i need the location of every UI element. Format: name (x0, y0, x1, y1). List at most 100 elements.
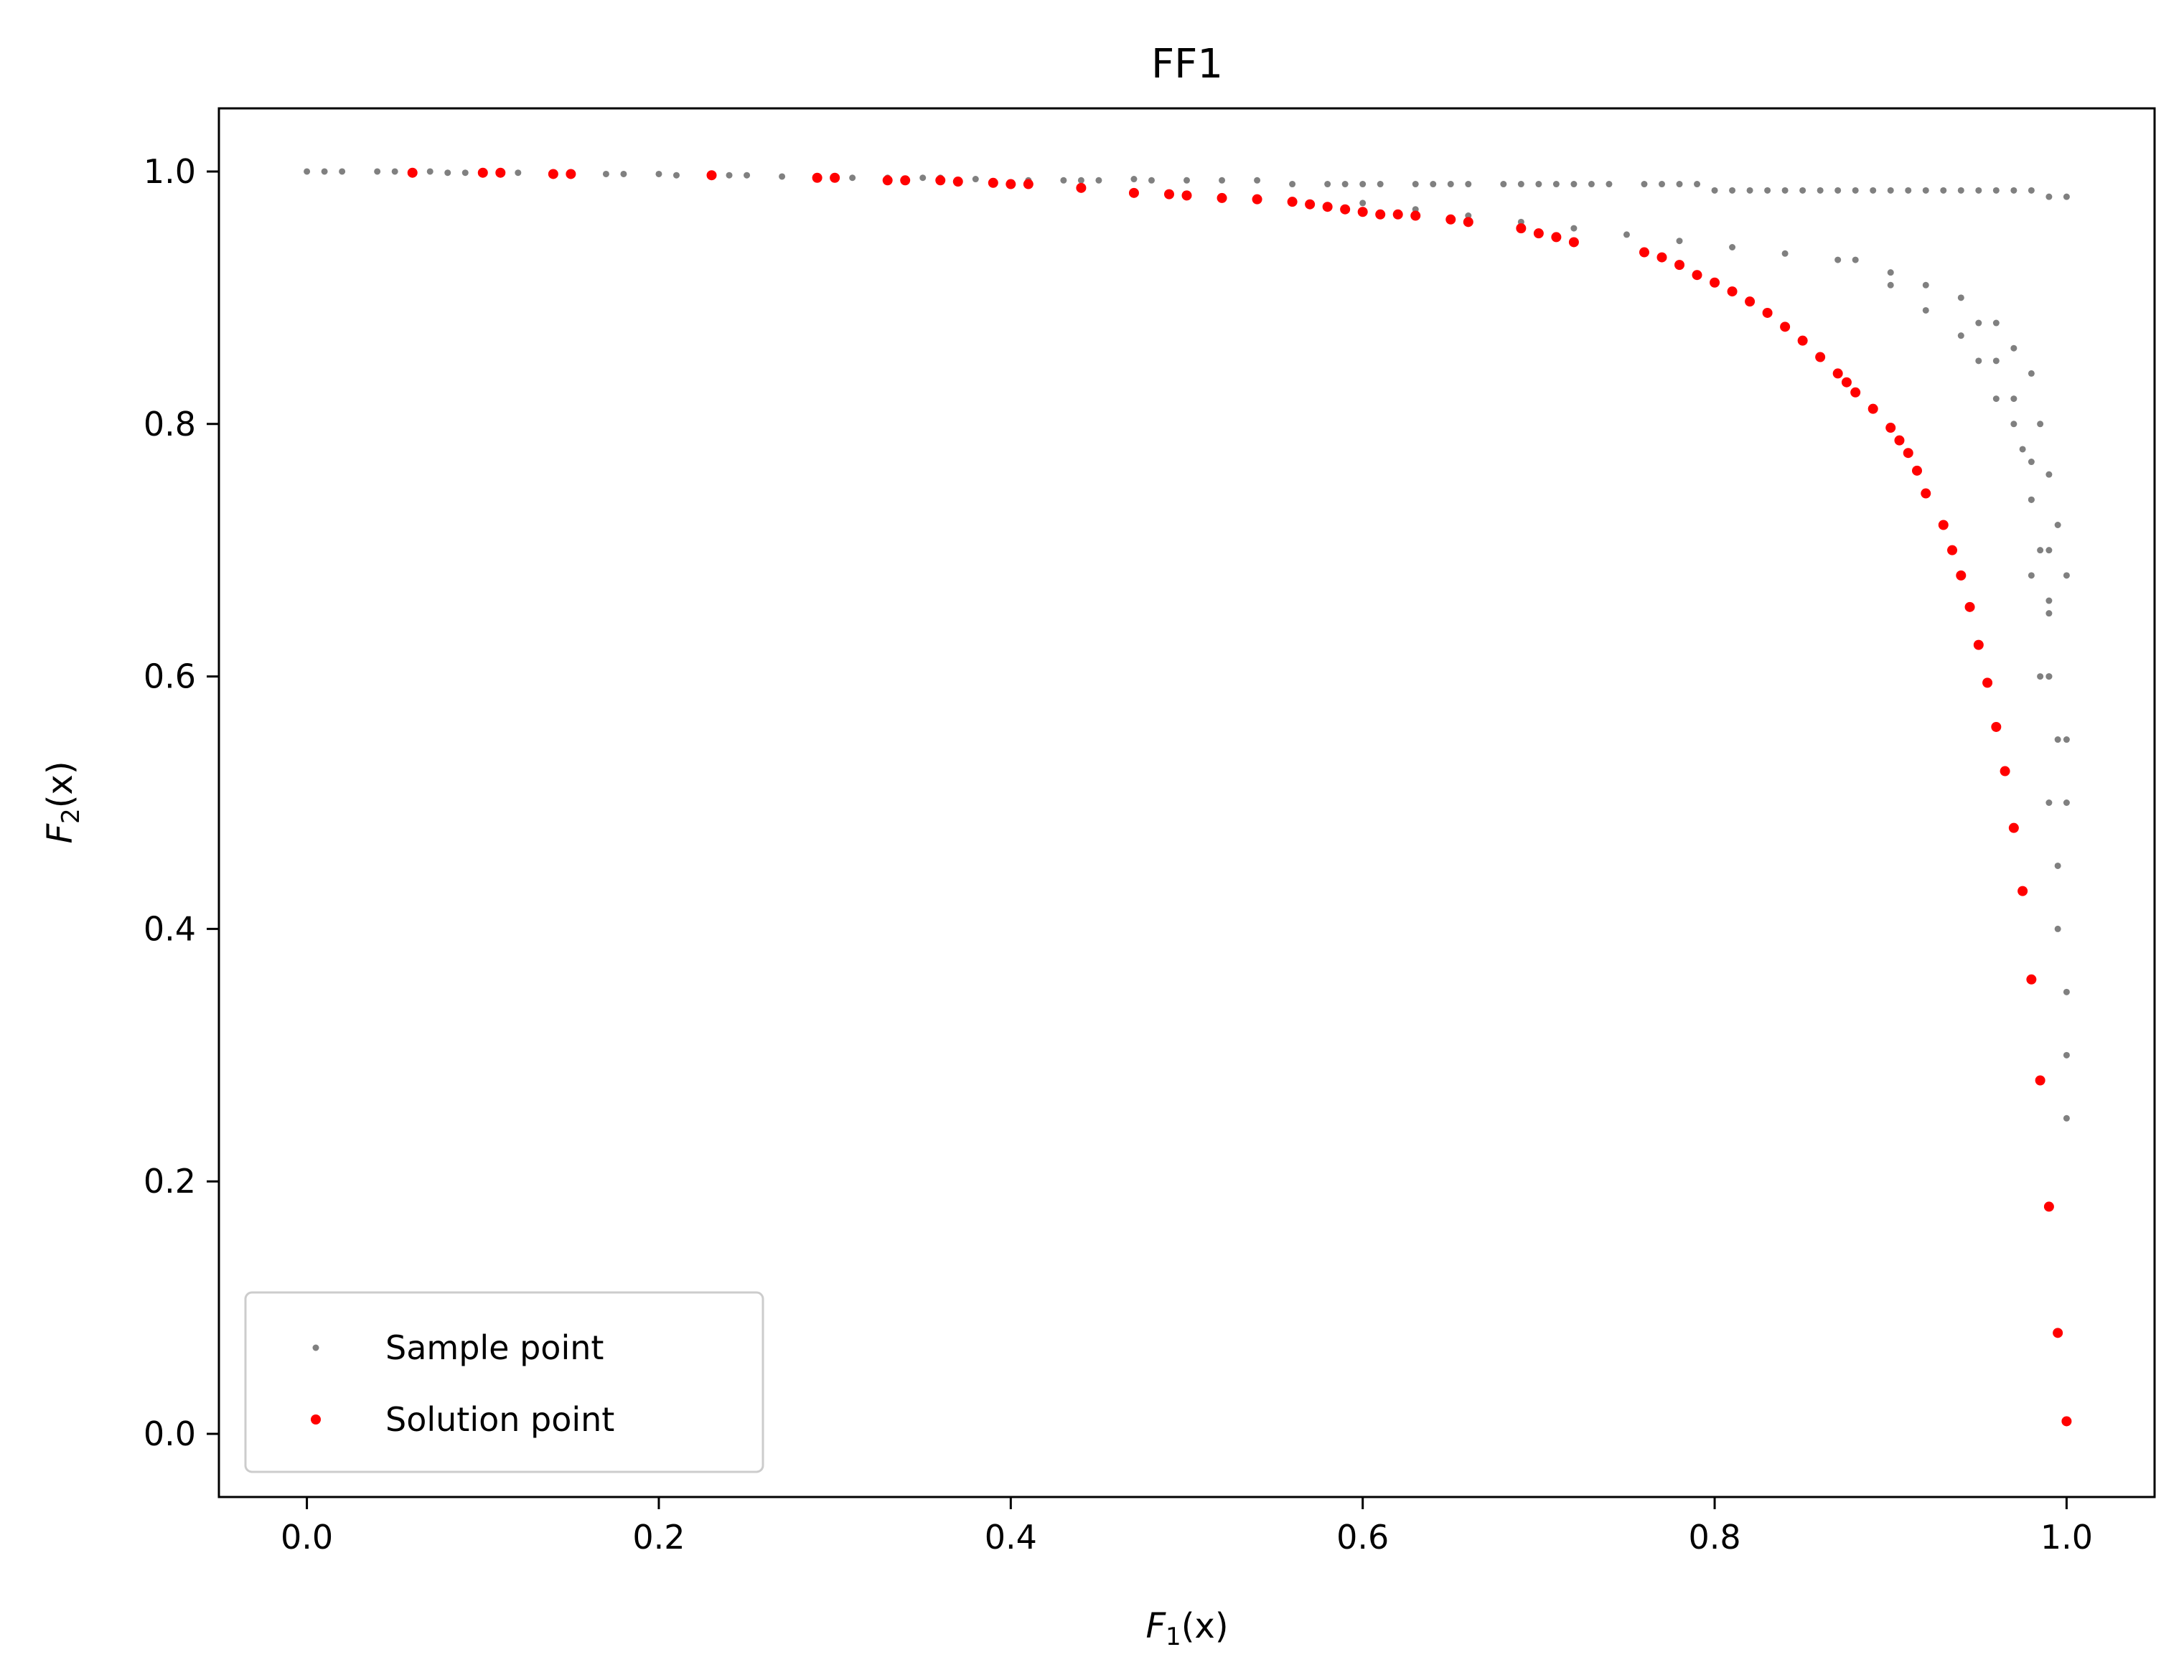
solution-point (1991, 721, 2002, 732)
x-tick-label: 0.4 (985, 1518, 1037, 1557)
sample-point (620, 170, 627, 177)
solution-point (2053, 1328, 2063, 1338)
sample-point (1957, 332, 1964, 339)
sample-point (1412, 181, 1419, 188)
sample-point (1465, 181, 1472, 188)
solution-point (548, 169, 558, 179)
sample-point (1447, 181, 1454, 188)
sample-point (849, 174, 856, 182)
sample-point (1148, 177, 1155, 184)
sample-point (426, 168, 433, 175)
y-tick-label: 0.4 (144, 909, 196, 948)
sample-point (515, 169, 522, 177)
sample-point (1359, 181, 1367, 188)
sample-point (1359, 200, 1367, 207)
sample-point (2063, 988, 2070, 995)
sample-point (2045, 597, 2053, 604)
sample-point (1641, 181, 1648, 188)
solution-point (1894, 435, 1905, 446)
solution-point (1982, 677, 1993, 688)
solution-point (1947, 545, 1958, 555)
legend-marker-solution (311, 1414, 321, 1425)
sample-point (2054, 736, 2061, 743)
solution-point (988, 177, 998, 188)
sample-point (2037, 547, 2044, 554)
solution-point (1181, 190, 1192, 201)
sample-point (1887, 269, 1894, 276)
sample-point (2028, 572, 2035, 579)
solution-point (1921, 488, 1931, 499)
solution-point (2017, 886, 2028, 896)
solution-point (830, 172, 840, 183)
solution-point (1815, 352, 1826, 362)
sample-point (2054, 862, 2061, 869)
sample-point (1694, 181, 1701, 188)
sample-point (1975, 319, 1982, 327)
sample-point (2010, 421, 2017, 428)
sample-point (1922, 281, 1929, 288)
sample-point (1992, 357, 2000, 365)
solution-point (1533, 228, 1544, 239)
solution-point (477, 167, 488, 178)
sample-point (339, 168, 346, 175)
sample-point (655, 170, 662, 177)
solution-point (812, 172, 822, 183)
sample-point (1887, 281, 1894, 288)
solution-point (2026, 974, 2037, 985)
solution-point (882, 175, 893, 186)
solution-point (935, 175, 946, 186)
solution-point (1340, 204, 1351, 215)
sample-point (1254, 177, 1261, 184)
sample-point (2045, 193, 2053, 200)
sample-point (2010, 187, 2017, 194)
sample-point-series (304, 168, 2070, 1122)
sample-point (2063, 736, 2070, 743)
sample-point (2063, 193, 2070, 200)
sample-point (1095, 177, 1102, 184)
sample-point (2037, 421, 2044, 428)
solution-point (1674, 260, 1685, 271)
sample-point (672, 172, 680, 179)
chart-title: FF1 (1151, 41, 1223, 88)
solution-point (1639, 247, 1649, 258)
sample-point (1940, 187, 1947, 194)
sample-point (1658, 181, 1665, 188)
solution-point (2043, 1201, 2054, 1212)
solution-point (1163, 189, 1174, 200)
solution-point (1973, 639, 1984, 650)
sample-point (779, 173, 786, 180)
x-tick-label: 0.6 (1336, 1518, 1389, 1557)
y-tick-label: 0.8 (144, 405, 196, 444)
solution-point (1867, 403, 1878, 414)
sample-point (1729, 244, 1736, 250)
solution-point (1956, 570, 1967, 581)
plot-area (304, 167, 2072, 1427)
sample-point (1130, 176, 1138, 183)
sample-point (1781, 187, 1789, 194)
sample-point (1922, 306, 1929, 314)
sample-point (1957, 187, 1964, 194)
sample-point (1870, 187, 1877, 194)
solution-point (706, 170, 717, 181)
legend: Sample point Solution point (244, 1291, 764, 1473)
solution-point (1903, 448, 1913, 459)
sample-point (1992, 395, 2000, 403)
sample-point (2028, 459, 2035, 466)
sample-point (1377, 181, 1384, 188)
solution-point (1287, 197, 1298, 207)
solution-point (1322, 202, 1333, 212)
solution-point (1463, 217, 1473, 227)
plot-frame (217, 107, 2156, 1498)
sample-point (2063, 1114, 2070, 1122)
solution-point (1568, 237, 1579, 248)
sample-point (1077, 177, 1084, 184)
y-tick-label: 0.6 (144, 657, 196, 696)
sample-point (1535, 181, 1542, 188)
solution-point (1445, 214, 1456, 225)
legend-marker-sample (312, 1344, 319, 1351)
y-axis-label: F2(x) (40, 761, 85, 843)
sample-point (1676, 238, 1683, 245)
sample-point (2054, 925, 2061, 932)
sample-point (2010, 395, 2017, 403)
